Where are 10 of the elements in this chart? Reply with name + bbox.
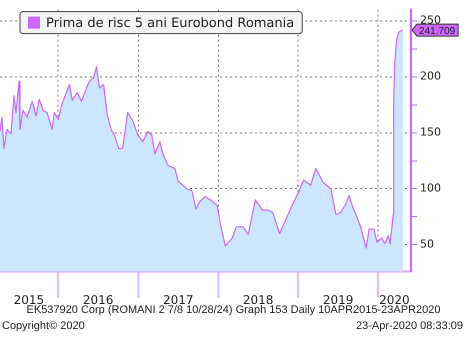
text: Copyright© 2020 bbox=[2, 320, 85, 332]
y-tick-label: 250 bbox=[420, 14, 441, 27]
text: 23-Apr-2020 08:33:09 bbox=[356, 320, 463, 332]
y-tick-label: 50 bbox=[420, 238, 434, 251]
y-tick-label: 150 bbox=[420, 126, 441, 139]
y-tick-label: 200 bbox=[420, 70, 441, 83]
text: EK537920 Corp (ROMANI 2 7/8 10/28/24) Graph 153 Daily 10APR2015-23APR2020 bbox=[26, 304, 442, 316]
y-tick-label: 100 bbox=[420, 182, 441, 195]
legend-label: Prima de risc 5 ani Eurobond Romania bbox=[46, 16, 294, 31]
annotation: 241.709 bbox=[419, 26, 456, 37]
